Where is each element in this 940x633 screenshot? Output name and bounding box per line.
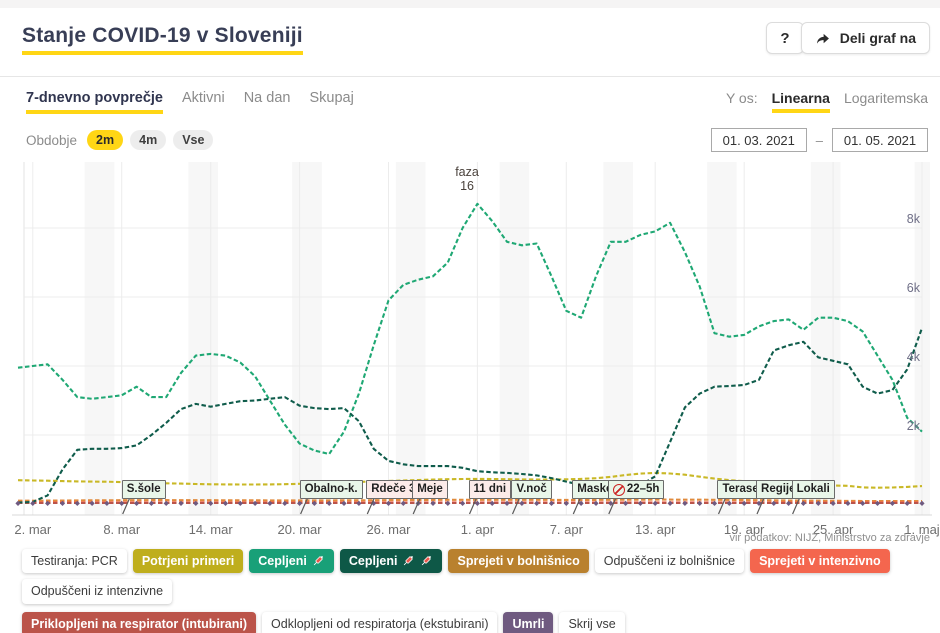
phase-annotation: faza 16 <box>432 165 502 194</box>
y-axis-tick-2k: 2k <box>906 419 920 433</box>
x-axis-tick-2-mar: 2. mar <box>14 522 52 537</box>
event-flag-22-5h[interactable]: 22–5h <box>607 480 665 499</box>
chart-canvas[interactable] <box>0 158 940 550</box>
legend-button-label: Cepljeni <box>258 554 307 568</box>
period-option-2m[interactable]: 2m <box>87 129 124 151</box>
data-source-note: vir podatkov: NIJZ, Ministrstvo za zdrav… <box>729 532 930 544</box>
period-label: Obdobje <box>26 132 78 148</box>
date-range-separator: – <box>815 132 823 148</box>
legend-button-label: Priklopljeni na respirator (intubirani) <box>31 616 248 631</box>
y-axis-tick-8k: 8k <box>906 212 920 226</box>
legend-button-sprejeti-v-bolni-nico[interactable]: Sprejeti v bolnišnico <box>448 549 589 574</box>
event-flag-label: 22–5h <box>626 483 660 495</box>
date-from-input[interactable] <box>710 128 807 152</box>
period-selector: Obdobje 2m 4m Vse <box>26 129 214 151</box>
legend-button-label: Odpuščeni iz bolnišnice <box>603 554 736 568</box>
event-flag-v-no[interactable]: V.noč <box>511 480 552 499</box>
series-legend: Testiranja: PCR Potrjeni primeri Cepljeni C… <box>22 549 926 633</box>
y-axis-tick-4k: 4k <box>906 350 920 364</box>
tab-skupaj[interactable]: Skupaj <box>309 90 354 106</box>
event-flag-label: 11 dni <box>473 483 507 495</box>
event-flag-label: Terase <box>722 483 759 495</box>
page-top-strip <box>0 0 940 8</box>
event-flag-label: Meje <box>417 483 443 495</box>
legend-button-label: Umrli <box>512 616 545 631</box>
phase-annotation-line1: faza <box>455 165 479 179</box>
event-flag-s-ole[interactable]: S.šole <box>121 480 166 499</box>
event-flag-lokali[interactable]: Lokali <box>791 480 835 499</box>
x-axis-tick-25-apr: 25. apr <box>812 522 854 537</box>
x-axis-tick-14-mar: 14. mar <box>188 522 233 537</box>
legend-button-cepljeni-2[interactable]: Cepljeni <box>339 549 443 574</box>
event-flag-label: Maske <box>577 483 613 495</box>
legend-button-potrjeni-primeri[interactable]: Potrjeni primeri <box>132 549 244 574</box>
legend-button-label: Skrij vse <box>568 616 616 631</box>
y-axis-tick-6k: 6k <box>906 281 920 295</box>
x-axis-tick-1-maj: 1. maj <box>904 522 940 537</box>
help-button[interactable]: ? <box>766 22 804 54</box>
syringe-icon <box>401 554 415 568</box>
date-to-input[interactable] <box>832 128 928 152</box>
legend-button-odpu-eni-iz-bolni-nice[interactable]: Odpuščeni iz bolnišnice <box>594 549 745 574</box>
yaxis-option-linearna[interactable]: Linearna <box>771 90 830 113</box>
date-range: – <box>710 128 928 152</box>
event-flag-maske[interactable]: Maske <box>572 480 618 499</box>
tab-na-dan[interactable]: Na dan <box>243 90 291 106</box>
phase-annotation-line2: 16 <box>460 178 474 193</box>
event-flag-regije[interactable]: Regije <box>756 480 801 499</box>
chart-area[interactable]: 2k 4k 6k 8k 2. mar 8. mar 14. mar 20. mar 26. m… <box>0 158 940 550</box>
legend-button-odklopljeni-od-respiratorja-ekstubirani[interactable]: Odklopljeni od respiratorja (ekstubirani… <box>262 611 498 633</box>
page-title: Stanje COVID-19 v Sloveniji <box>22 24 303 55</box>
event-flag-label: Obalno-k. <box>304 483 358 495</box>
event-flag-label: Lokali <box>796 483 830 495</box>
legend-button-umrli[interactable]: Umrli <box>503 611 554 633</box>
event-flag-label: Rdeče 3 <box>371 483 416 495</box>
event-flag-label: S.šole <box>126 483 161 495</box>
period-option-4m[interactable]: 4m <box>130 129 167 151</box>
event-flag-terase[interactable]: Terase <box>717 480 764 499</box>
tab-aktivni[interactable]: Aktivni <box>181 90 225 106</box>
period-option-vse[interactable]: Vse <box>173 129 214 151</box>
yaxis-label: Y os: <box>725 90 758 106</box>
legend-button-label: Odklopljeni od respiratorja (ekstubirani… <box>271 616 489 631</box>
legend-button-cepljeni-1[interactable]: Cepljeni <box>249 549 334 574</box>
event-flag-obalno-k[interactable]: Obalno-k. <box>299 480 363 499</box>
metric-tabs: 7-dnevno povprečje Aktivni Na dan Skupaj <box>26 90 354 114</box>
legend-button-label: Cepljeni <box>348 554 398 568</box>
legend-button-sprejeti-v-intenzivno[interactable]: Sprejeti v intenzivno <box>750 549 890 574</box>
share-button-label: Deli graf na <box>839 30 916 46</box>
x-axis-tick-1-apr: 1. apr <box>460 522 495 537</box>
legend-button-label: Odpuščeni iz intenzivne <box>31 584 164 599</box>
header-divider <box>0 76 940 77</box>
syringe-icon <box>311 554 325 568</box>
question-mark-icon: ? <box>780 29 790 47</box>
event-flag-meje[interactable]: Meje <box>412 480 448 499</box>
tab-7-dnevno-povpre-je[interactable]: 7-dnevno povprečje <box>26 90 163 114</box>
event-flag-rde-e-3[interactable]: Rdeče 3 <box>366 480 421 499</box>
yaxis-scale-switch: Y os: Linearna Logaritemska <box>726 90 928 113</box>
legend-button-priklopljeni-na-respirator-intubirani[interactable]: Priklopljeni na respirator (intubirani) <box>22 611 257 633</box>
syringe-icon <box>419 554 433 568</box>
x-axis-tick-13-apr: 13. apr <box>634 522 676 537</box>
legend-button-testiranja-pcr[interactable]: Testiranja: PCR <box>22 549 127 574</box>
no-entry-icon <box>612 483 625 496</box>
share-button[interactable]: Deli graf na <box>800 22 930 54</box>
x-axis-tick-20-mar: 20. mar <box>277 522 322 537</box>
x-axis-tick-7-apr: 7. apr <box>549 522 583 537</box>
legend-button-label: Testiranja: PCR <box>31 554 118 568</box>
event-flag-label: Regije <box>761 483 796 495</box>
legend-button-skrij-vse[interactable]: Skrij vse <box>559 611 625 633</box>
x-axis-tick-26-mar: 26. mar <box>366 522 411 537</box>
legend-button-odpu-eni-iz-intenzivne[interactable]: Odpuščeni iz intenzivne <box>22 579 173 604</box>
yaxis-option-logaritemska[interactable]: Logaritemska <box>843 90 928 106</box>
x-axis-tick-19-apr: 19. apr <box>723 522 765 537</box>
legend-button-label: Sprejeti v intenzivno <box>759 554 881 568</box>
event-flag-11-dni[interactable]: 11 dni <box>468 480 512 499</box>
event-flag-label: V.noč <box>516 483 547 495</box>
legend-button-label: Potrjeni primeri <box>141 554 235 568</box>
x-axis-tick-8-mar: 8. mar <box>103 522 141 537</box>
legend-button-label: Sprejeti v bolnišnico <box>457 554 580 568</box>
share-arrow-icon <box>815 31 831 46</box>
